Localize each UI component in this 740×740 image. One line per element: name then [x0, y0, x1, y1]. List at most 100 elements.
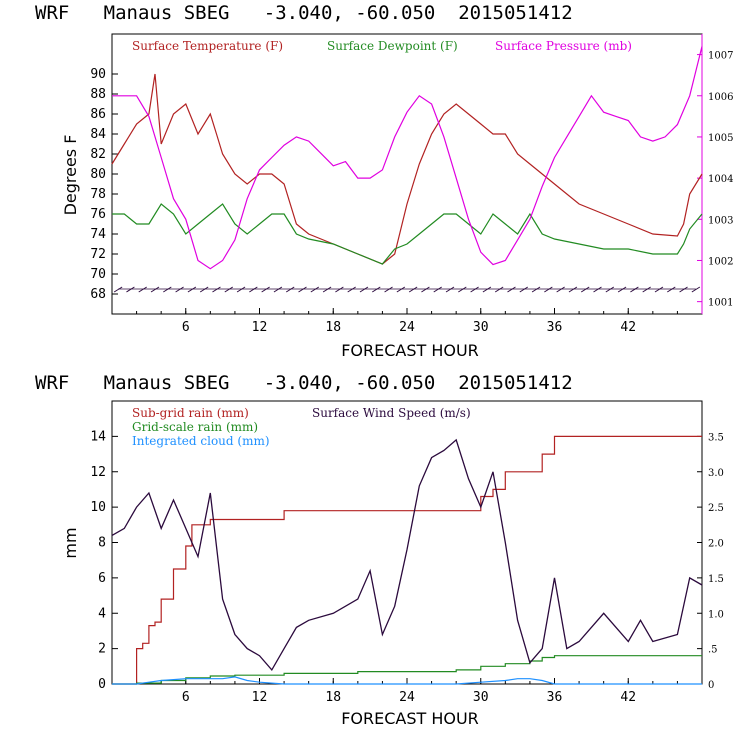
wind-barb [249, 286, 258, 293]
top-xtick-label: 12 [252, 320, 268, 335]
wind-barb [433, 286, 442, 293]
bottom-xlabel: FORECAST HOUR [341, 709, 479, 728]
top-chart-title: WRF Manaus SBEG -3.040, -60.050 20150514… [35, 2, 573, 24]
wind-barb [679, 286, 688, 293]
wind-barb [126, 286, 135, 293]
wind-barb [224, 286, 234, 293]
wind-barb [630, 286, 639, 293]
top-y2tick-label: 1002 [708, 256, 733, 267]
top-ytick-label: 80 [90, 167, 106, 182]
wind-barb [347, 286, 356, 293]
legend-subgrid-rain: Sub-grid rain (mm) [132, 406, 249, 420]
wind-barb [519, 286, 529, 293]
wind-barb [285, 286, 295, 293]
bottom-xtick-label: 30 [473, 690, 489, 705]
bottom-xtick-label: 36 [547, 690, 563, 705]
legend-integrated-cloud: Integrated cloud (mm) [132, 434, 270, 448]
wind-barb [580, 286, 590, 293]
wind-barb [298, 286, 307, 293]
top-ytick-label: 74 [90, 227, 106, 242]
wind-barb [507, 286, 516, 293]
bottom-ytick-label: 2 [98, 642, 106, 657]
wind-speed-line [111, 438, 703, 672]
wind-barb [261, 286, 270, 293]
top-y2tick-label: 1003 [708, 215, 733, 226]
bottom-xtick-label: 6 [182, 690, 190, 705]
wind-barb [273, 286, 283, 293]
wind-barb [494, 286, 504, 293]
bottom-ytick-label: 6 [98, 571, 106, 586]
bottom-ylabel: mm [61, 527, 80, 558]
wind-barb [335, 286, 344, 293]
wind-barb [372, 286, 381, 293]
bottom-xtick-label: 24 [399, 690, 415, 705]
top-xtick-label: 30 [473, 320, 489, 335]
top-xtick-label: 18 [325, 320, 341, 335]
wind-barb [236, 286, 246, 293]
wind-barb [138, 286, 147, 293]
wind-barb [163, 286, 172, 293]
wind-barb [445, 286, 455, 293]
top-y2tick-label: 1005 [708, 133, 733, 144]
bottom-ytick-label: 10 [90, 500, 106, 515]
wind-barb [175, 286, 184, 293]
wind-barb [310, 286, 320, 293]
top-xtick-label: 24 [399, 320, 415, 335]
wind-barb [654, 286, 664, 293]
wind-barb [568, 286, 578, 293]
bottom-ytick-label: 12 [90, 465, 106, 480]
legend-surface-dewpoint: Surface Dewpoint (F) [327, 39, 458, 53]
bottom-ytick-label: 0 [98, 677, 106, 692]
subgrid-rain-line [112, 435, 702, 685]
wind-barb [212, 286, 221, 293]
top-y2tick-label: 1001 [708, 298, 733, 309]
wind-barb [384, 286, 393, 293]
wind-barb [359, 286, 369, 293]
wind-barb [150, 286, 160, 293]
top-ytick-label: 68 [90, 287, 106, 302]
pressure-line [112, 46, 703, 270]
top-y2tick-label: 1006 [708, 92, 733, 103]
bottom-ytick-label: 8 [98, 536, 106, 551]
top-ytick-label: 86 [90, 107, 106, 122]
bottom-xtick-label: 18 [325, 690, 341, 705]
top-ytick-label: 72 [90, 247, 106, 262]
wind-barb [617, 286, 627, 293]
legend-surface-wind-speed: Surface Wind Speed (m/s) [312, 406, 471, 420]
top-y2tick-label: 1007 [708, 51, 733, 62]
legend-surface-temperature: Surface Temperature (F) [132, 39, 283, 53]
wind-barb-row [113, 286, 701, 293]
top-ylabel: Degrees F [61, 135, 80, 216]
wind-barb [187, 286, 197, 293]
wind-barb [691, 286, 701, 293]
wind-barb [458, 286, 467, 293]
wind-barb [396, 286, 406, 293]
integrated-cloud-line [112, 676, 702, 685]
top-ytick-label: 70 [90, 267, 106, 282]
top-xtick-label: 36 [547, 320, 563, 335]
temperature-line [111, 73, 703, 265]
bottom-chart-title: WRF Manaus SBEG -3.040, -60.050 20150514… [35, 372, 573, 394]
wind-barb [556, 286, 565, 293]
wind-barb [482, 286, 492, 293]
bottom-y2tick-label: .5 [708, 645, 718, 656]
dewpoint-line [112, 203, 703, 265]
wind-barb [322, 286, 332, 293]
legend-gridscale-rain: Grid-scale rain (mm) [132, 420, 258, 434]
top-ytick-label: 82 [90, 147, 106, 162]
wind-barb [408, 286, 418, 293]
top-ytick-label: 88 [90, 87, 106, 102]
bottom-y2tick-label: 1.0 [708, 609, 724, 620]
top-xtick-label: 42 [620, 320, 636, 335]
top-y2tick-label: 1004 [708, 174, 733, 185]
wind-barb [544, 286, 553, 293]
top-ytick-label: 84 [90, 127, 106, 142]
wind-barb [605, 286, 615, 293]
wind-barb [199, 286, 209, 293]
bottom-y2tick-label: 3.0 [708, 468, 724, 479]
bottom-ytick-label: 14 [90, 429, 106, 444]
top-ytick-label: 76 [90, 207, 106, 222]
wind-barb [421, 286, 430, 293]
bottom-y2tick-label: 1.5 [708, 574, 724, 585]
bottom-xtick-label: 42 [620, 690, 636, 705]
